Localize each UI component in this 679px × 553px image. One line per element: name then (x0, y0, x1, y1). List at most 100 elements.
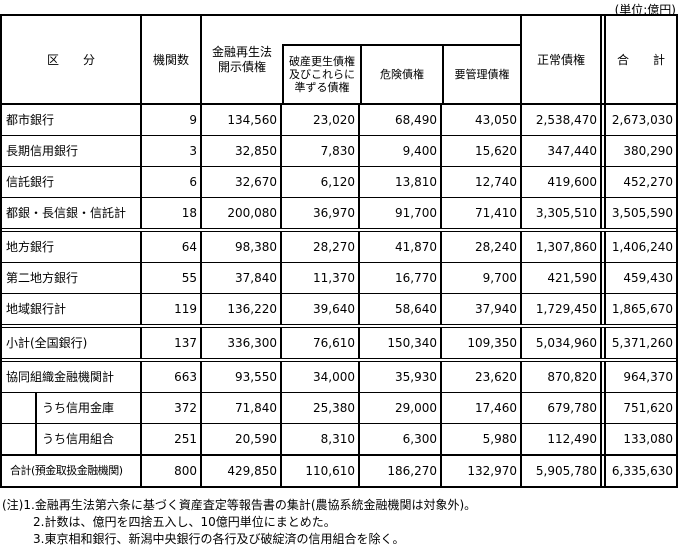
cell-doubtful-claims: 91,700 (358, 198, 440, 228)
cell-bankruptcy-claims: 6,120 (280, 167, 358, 197)
cell-doubtful-claims: 58,640 (358, 294, 440, 324)
cell-disclosed-claims: 429,850 (200, 456, 280, 486)
cell-disclosed-claims: 336,300 (200, 328, 280, 358)
header-doubtful-claims: 危険債権 (360, 46, 442, 103)
cell-normal-claims: 419,600 (520, 167, 600, 197)
row-label: 第二地方銀行 (6, 271, 79, 285)
cell-special-attention-claims: 9,700 (440, 263, 520, 293)
table-body: 都市銀行 9 134,560 23,020 68,490 43,050 2,538,470 2… (2, 105, 676, 486)
row-label: 協同組織金融機関計 (6, 370, 115, 384)
cell-special-attention-claims: 109,350 (440, 328, 520, 358)
table-row: うち信用金庫 372 71,840 25,380 29,000 17,460 679,780… (2, 393, 676, 424)
cell-doubtful-claims: 29,000 (358, 393, 440, 423)
cell-special-attention-claims: 71,410 (440, 198, 520, 228)
cell-doubtful-claims: 186,270 (358, 456, 440, 486)
header-total: 合 計 (600, 16, 676, 103)
cell-normal-claims: 1,307,860 (520, 232, 600, 262)
row-label: 都銀・長信銀・信託計 (6, 206, 127, 220)
cell-normal-claims: 1,729,450 (520, 294, 600, 324)
table-row: 長期信用銀行 3 32,850 7,830 9,400 15,620 347,440 380,… (2, 136, 676, 167)
cell-disclosed-claims: 136,220 (200, 294, 280, 324)
cell-institution-count: 6 (140, 167, 200, 197)
cell-doubtful-claims: 150,340 (358, 328, 440, 358)
footnote-1: (注)1.金融再生法第六条に基づく資産査定等報告書の集計(農協系統金融機関は対象… (2, 498, 477, 512)
cell-bankruptcy-claims: 8,310 (280, 424, 358, 454)
cell-disclosed-claims: 71,840 (200, 393, 280, 423)
cell-doubtful-claims: 35,930 (358, 362, 440, 392)
cell-institution-count: 372 (140, 393, 200, 423)
cell-total: 380,290 (600, 136, 676, 166)
cell-institution-count: 18 (140, 198, 200, 228)
cell-total: 1,865,670 (600, 294, 676, 324)
cell-total: 133,080 (600, 424, 676, 454)
cell-special-attention-claims: 5,980 (440, 424, 520, 454)
cell-bankruptcy-claims: 7,830 (280, 136, 358, 166)
disclosed-claims-table: 区 分 機関数 金融再生法 開示債権 破産更生債権 及びこれらに 準ずる債権 危… (0, 14, 678, 488)
row-label: 信託銀行 (6, 175, 55, 189)
cell-normal-claims: 347,440 (520, 136, 600, 166)
table-row: 第二地方銀行 55 37,840 11,370 16,770 9,700 421,590 45… (2, 263, 676, 294)
cell-special-attention-claims: 132,970 (440, 456, 520, 486)
cell-normal-claims: 679,780 (520, 393, 600, 423)
cell-normal-claims: 2,538,470 (520, 105, 600, 135)
cell-special-attention-claims: 15,620 (440, 136, 520, 166)
table-row: 地域銀行計 119 136,220 39,640 58,640 37,940 1,729,4… (2, 294, 676, 328)
table-row: 都銀・長信銀・信託計 18 200,080 36,970 91,700 71,410 3,3… (2, 198, 676, 232)
cell-disclosed-claims: 200,080 (200, 198, 280, 228)
row-label: うち信用金庫 (2, 393, 140, 423)
header-normal-claims: 正常債権 (520, 16, 600, 103)
row-label: 長期信用銀行 (6, 144, 79, 158)
cell-doubtful-claims: 13,810 (358, 167, 440, 197)
cell-institution-count: 9 (140, 105, 200, 135)
cell-disclosed-claims: 134,560 (200, 105, 280, 135)
cell-bankruptcy-claims: 28,270 (280, 232, 358, 262)
cell-bankruptcy-claims: 25,380 (280, 393, 358, 423)
table-header-row: 区 分 機関数 金融再生法 開示債権 破産更生債権 及びこれらに 準ずる債権 危… (2, 16, 676, 105)
footnotes: (注)1.金融再生法第六条に基づく資産査定等報告書の集計(農協系統金融機関は対象… (2, 497, 476, 548)
cell-bankruptcy-claims: 23,020 (280, 105, 358, 135)
cell-disclosed-claims: 20,590 (200, 424, 280, 454)
cell-institution-count: 55 (140, 263, 200, 293)
table-row: 合計(預金取扱金融機関) 800 429,850 110,610 186,270 132,… (2, 456, 676, 486)
cell-normal-claims: 421,590 (520, 263, 600, 293)
row-label: 合計(預金取扱金融機関) (10, 464, 123, 477)
cell-special-attention-claims: 37,940 (440, 294, 520, 324)
cell-doubtful-claims: 16,770 (358, 263, 440, 293)
cell-doubtful-claims: 68,490 (358, 105, 440, 135)
cell-institution-count: 663 (140, 362, 200, 392)
header-breakdown-box: 破産更生債権 及びこれらに 準ずる債権 危険債権 要管理債権 (282, 44, 520, 103)
table-row: うち信用組合 251 20,590 8,310 6,300 5,980 112,490 133… (2, 424, 676, 456)
cell-institution-count: 3 (140, 136, 200, 166)
cell-normal-claims: 5,034,960 (520, 328, 600, 358)
cell-institution-count: 64 (140, 232, 200, 262)
cell-total: 964,370 (600, 362, 676, 392)
table-row: 都市銀行 9 134,560 23,020 68,490 43,050 2,538,470 2… (2, 105, 676, 136)
cell-institution-count: 119 (140, 294, 200, 324)
row-label: うち信用組合 (2, 424, 140, 454)
cell-doubtful-claims: 41,870 (358, 232, 440, 262)
cell-disclosed-claims: 93,550 (200, 362, 280, 392)
cell-bankruptcy-claims: 34,000 (280, 362, 358, 392)
cell-bankruptcy-claims: 39,640 (280, 294, 358, 324)
header-disclosed-claims: 金融再生法 開示債権 (211, 44, 272, 74)
cell-total: 452,270 (600, 167, 676, 197)
cell-total: 5,371,260 (600, 328, 676, 358)
cell-bankruptcy-claims: 36,970 (280, 198, 358, 228)
cell-special-attention-claims: 28,240 (440, 232, 520, 262)
cell-bankruptcy-claims: 76,610 (280, 328, 358, 358)
cell-normal-claims: 112,490 (520, 424, 600, 454)
header-special-attention-claims: 要管理債権 (442, 46, 520, 103)
cell-special-attention-claims: 43,050 (440, 105, 520, 135)
cell-disclosed-claims: 37,840 (200, 263, 280, 293)
cell-institution-count: 800 (140, 456, 200, 486)
cell-special-attention-claims: 17,460 (440, 393, 520, 423)
cell-disclosed-claims: 32,850 (200, 136, 280, 166)
table-row: 小計(全国銀行) 137 336,300 76,610 150,340 109,350 5,… (2, 328, 676, 362)
cell-normal-claims: 870,820 (520, 362, 600, 392)
cell-total: 6,335,630 (600, 456, 676, 486)
footnote-2: 2.計数は、億円を四捨五入し、10億円単位にまとめた。 (33, 515, 336, 529)
row-label: 地域銀行計 (6, 302, 67, 316)
cell-institution-count: 251 (140, 424, 200, 454)
footnote-3: 3.東京相和銀行、新潟中央銀行の各行及び破綻済の信用組合を除く。 (33, 532, 405, 546)
